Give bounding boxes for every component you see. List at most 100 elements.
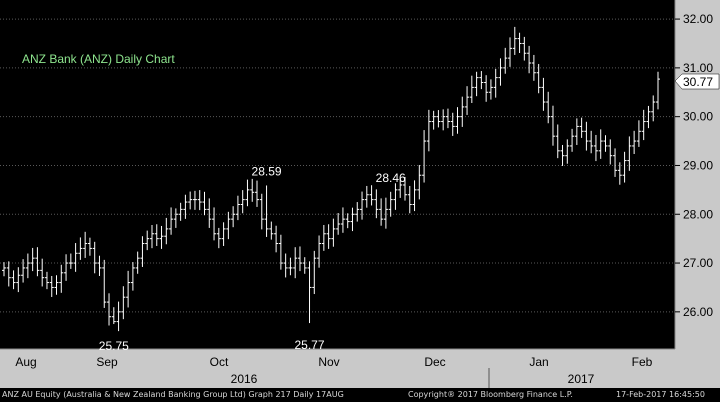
ohlc-bar [288, 257, 293, 276]
ohlc-bar [154, 224, 159, 246]
ohlc-bar [178, 202, 183, 221]
x-tick-label: Sep [96, 355, 118, 369]
x-tick-label: Dec [424, 355, 445, 369]
ohlc-bar [546, 91, 551, 124]
ohlc-bar [570, 128, 575, 152]
ohlc-bar [441, 109, 446, 131]
ohlc-bar [44, 271, 49, 290]
ohlc-bar [264, 185, 269, 237]
y-axis-panel [675, 0, 720, 388]
ohlc-bar [259, 193, 264, 230]
ohlc-bar [140, 236, 145, 267]
ohlc-bar [231, 206, 236, 228]
ohlc-bar [107, 293, 112, 326]
ohlc-bar [445, 108, 450, 129]
ohlc-bar [465, 86, 470, 115]
ohlc-bar [369, 185, 374, 206]
ohlc-bar [35, 247, 40, 277]
ohlc-bar [632, 130, 637, 154]
ohlc-bar [412, 180, 417, 212]
ohlc-bar [336, 213, 341, 235]
ohlc-bar [627, 136, 632, 171]
ohlc-bar [274, 225, 279, 253]
ohlc-bar [355, 202, 360, 222]
annotation-label: 28.46 [376, 171, 406, 185]
ohlc-bar [21, 259, 26, 283]
ohlc-bar [54, 275, 59, 295]
ohlc-bar [417, 164, 422, 200]
ohlc-bar [488, 79, 493, 100]
y-tick-label: 27.00 [683, 256, 713, 270]
ohlc-bar [508, 37, 513, 67]
last-price-pointer [674, 73, 720, 90]
year-label: 2017 [568, 372, 595, 386]
x-tick-label: Feb [632, 355, 653, 369]
ohlc-bar [126, 270, 131, 308]
ohlc-bar [407, 185, 412, 214]
ohlc-bar [527, 45, 532, 74]
ohlc-bar [149, 224, 154, 249]
y-tick-labels: 26.00 27.00 28.00 29.00 30.00 31.00 32.00 [675, 12, 713, 319]
ohlc-bar [16, 267, 21, 293]
ohlc-bar [598, 129, 603, 159]
ohlc-bar [283, 253, 288, 278]
chart-title: ANZ Bank (ANZ) Daily Chart [22, 52, 175, 66]
ohlc-bar [221, 222, 226, 246]
footer-security: ANZ AU Equity (Australia & New Zealand B… [2, 390, 344, 399]
ohlc-bar [379, 198, 384, 226]
y-tick-label: 29.00 [683, 158, 713, 172]
ohlc-bar [49, 275, 54, 297]
ohlc-bar [402, 176, 407, 201]
ohlc-bar [593, 134, 598, 162]
ohlc-bar [226, 211, 231, 240]
y-tick-label: 26.00 [683, 305, 713, 319]
ohlc-bar [565, 139, 570, 164]
ohlc-bar [245, 179, 250, 207]
ohlc-bar [460, 96, 465, 127]
ohlc-bar [584, 121, 589, 151]
ohlc-bar [11, 270, 16, 290]
ohlc-bar [169, 207, 174, 235]
ohlc-bar [422, 130, 427, 183]
ohlc-bar [331, 218, 336, 247]
ohlc-bar [589, 130, 594, 154]
ohlc-bar [83, 231, 88, 258]
ohlc-bar [40, 258, 45, 287]
ohlc-bar [235, 195, 240, 221]
ohlc-bar [87, 237, 92, 256]
x-axis-panel [0, 349, 675, 388]
ohlc-bar [293, 247, 298, 279]
ohlc-bar [173, 208, 178, 228]
ohlc-bar [255, 180, 260, 207]
annotations: 25.75 28.59 25.77 28.46 [99, 164, 406, 353]
ohlc-bar [25, 253, 30, 279]
ohlc-bar [641, 109, 646, 141]
ohlc-bar [656, 71, 660, 110]
ohlc-bar [307, 261, 312, 324]
ohlc-bar [636, 120, 641, 147]
y-tick-label: 30.00 [683, 110, 713, 124]
ohlc-bar [312, 250, 317, 295]
ohlc-bar [135, 251, 140, 274]
ohlc-bar [121, 286, 126, 320]
ohlc-bar [130, 262, 135, 291]
ohlc-bar [216, 227, 221, 249]
ohlc-bar [212, 207, 217, 241]
ohlc-bar [68, 253, 73, 269]
ohlc-bar [364, 185, 369, 208]
ohlc-bar [2, 262, 6, 277]
footer-timestamp: 17-Feb-2017 16:45:50 [616, 390, 705, 399]
ohlc-bar [116, 301, 121, 332]
ohlc-bar [474, 71, 479, 97]
ohlc-bar [360, 191, 365, 220]
ohlc-bar [92, 241, 97, 274]
annotation-label: 25.75 [99, 339, 129, 353]
ohlc-bar [388, 191, 393, 217]
ohlc-bar [493, 68, 498, 98]
ohlc-bar [183, 194, 188, 219]
ohlc-bar [269, 221, 274, 240]
ohlc-bar [374, 189, 379, 219]
ohlc-bar [608, 139, 613, 165]
ohlc-bar [350, 207, 355, 232]
ohlc-bar [383, 197, 388, 229]
